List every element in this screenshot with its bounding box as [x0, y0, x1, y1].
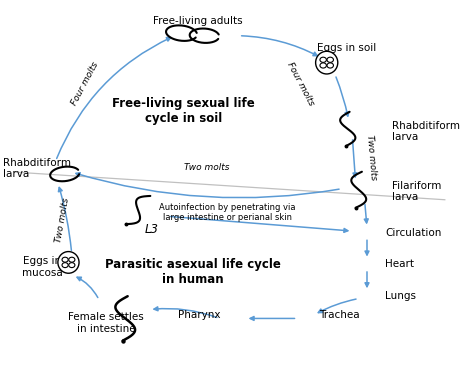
Text: Eggs in
mucosa: Eggs in mucosa — [21, 256, 62, 278]
Text: Lungs: Lungs — [385, 290, 416, 300]
Circle shape — [327, 57, 333, 63]
Text: Rhabditiform
larva: Rhabditiform larva — [3, 158, 71, 179]
Text: Rhabditiform
larva: Rhabditiform larva — [392, 121, 460, 142]
Text: Four molts: Four molts — [70, 60, 100, 107]
Circle shape — [62, 257, 68, 262]
Circle shape — [62, 263, 68, 268]
Text: Pharynx: Pharynx — [178, 310, 220, 320]
Circle shape — [320, 57, 327, 63]
Text: Eggs in soil: Eggs in soil — [317, 43, 376, 53]
Text: Two molts: Two molts — [54, 197, 71, 243]
Text: Filariform
larva: Filariform larva — [392, 181, 442, 202]
Text: Two molts: Two molts — [365, 134, 378, 181]
Ellipse shape — [58, 252, 79, 273]
Text: Two molts: Two molts — [184, 163, 229, 172]
Circle shape — [69, 263, 75, 268]
Ellipse shape — [316, 51, 338, 74]
Text: Parasitic asexual life cycle
in human: Parasitic asexual life cycle in human — [105, 258, 281, 286]
Circle shape — [327, 63, 333, 68]
Text: Autoinfection by penetrating via
large intestine or perianal skin: Autoinfection by penetrating via large i… — [159, 203, 296, 222]
Text: Free-living sexual life
cycle in soil: Free-living sexual life cycle in soil — [112, 97, 255, 125]
Text: Female settles
in intestine: Female settles in intestine — [68, 312, 144, 334]
Text: Circulation: Circulation — [385, 228, 442, 238]
Text: Four molts: Four molts — [285, 60, 316, 107]
Text: L3: L3 — [145, 223, 159, 236]
Text: Heart: Heart — [385, 259, 414, 269]
Circle shape — [320, 63, 327, 68]
Text: Trachea: Trachea — [319, 310, 360, 320]
Circle shape — [69, 257, 75, 262]
Text: Free-living adults: Free-living adults — [153, 16, 242, 26]
